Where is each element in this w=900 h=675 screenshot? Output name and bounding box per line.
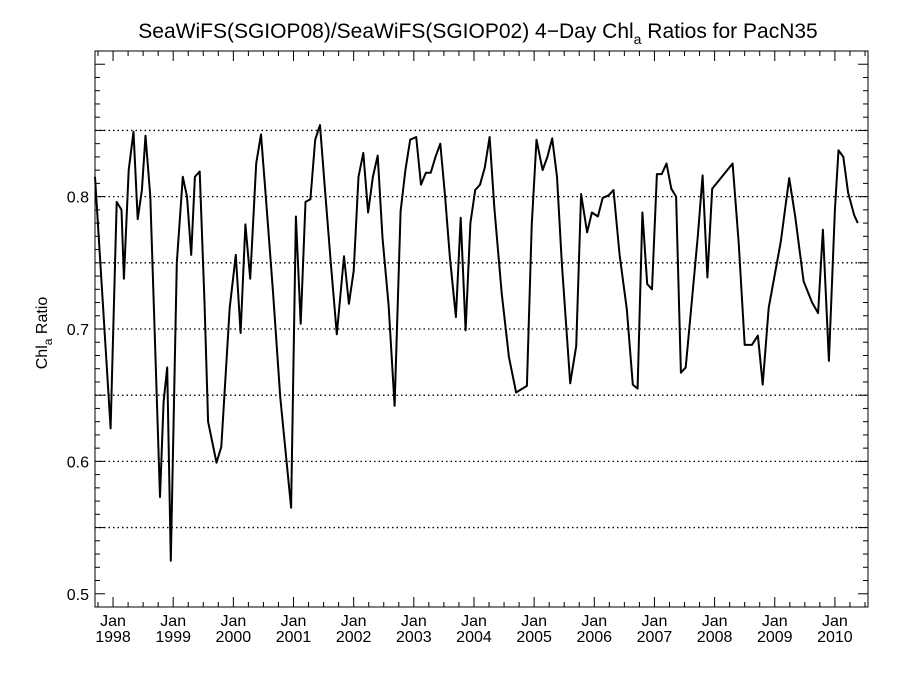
x-tick-label-month: Jan [762, 613, 788, 630]
x-tick-label-year: 2000 [216, 629, 252, 646]
x-tick-label-month: Jan [341, 613, 367, 630]
x-tick-label-year: 2009 [757, 629, 793, 646]
x-tick-label-year: 2004 [456, 629, 492, 646]
x-axis: Jan1998Jan1999Jan2000Jan2001Jan2002Jan20… [95, 51, 866, 646]
x-tick-label-month: Jan [461, 613, 487, 630]
x-tick-label-month: Jan [281, 613, 307, 630]
x-tick-label-month: Jan [401, 613, 427, 630]
y-tick-label: 0.7 [67, 322, 89, 339]
y-axis-label: Chla Ratio [34, 297, 55, 370]
plot-frame [94, 50, 869, 608]
y-tick-label: 0.5 [67, 587, 89, 604]
x-tick-label-year: 1998 [95, 629, 131, 646]
x-tick-label-month: Jan [100, 613, 126, 630]
x-tick-label-month: Jan [581, 613, 607, 630]
x-tick-label-year: 2002 [336, 629, 372, 646]
x-tick-label-year: 2010 [817, 629, 853, 646]
series [94, 124, 859, 562]
x-tick-label-month: Jan [702, 613, 728, 630]
y-axis-label-subscript: a [41, 338, 55, 345]
x-tick-label-year: 2003 [396, 629, 432, 646]
y-tick-label: 0.6 [67, 454, 89, 471]
x-tick-label-month: Jan [160, 613, 186, 630]
x-tick-label-year: 2007 [637, 629, 673, 646]
x-tick-label-year: 2006 [576, 629, 612, 646]
chart-title-subscript: a [634, 31, 642, 47]
x-tick-label-month: Jan [521, 613, 547, 630]
series-line-0 [94, 124, 859, 562]
x-tick-label-year: 2001 [276, 629, 312, 646]
chart-title: SeaWiFS(SGIOP08)/SeaWiFS(SGIOP02) 4−Day … [138, 20, 817, 47]
x-tick-label-month: Jan [642, 613, 668, 630]
x-tick-label-month: Jan [822, 613, 848, 630]
y-tick-label: 0.8 [67, 190, 89, 207]
x-tick-label-year: 1999 [155, 629, 191, 646]
x-tick-label-month: Jan [220, 613, 246, 630]
gridlines [95, 129, 868, 529]
y-axis: 0.5 0.6 0.7 0.8 [67, 50, 868, 608]
x-tick-label-year: 2005 [516, 629, 552, 646]
x-tick-label-year: 2008 [697, 629, 733, 646]
